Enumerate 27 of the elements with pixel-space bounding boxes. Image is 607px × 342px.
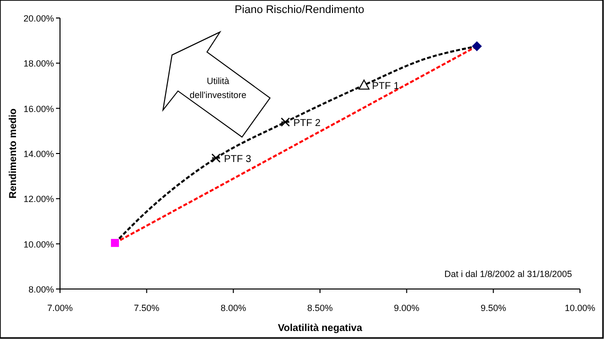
point [280, 118, 290, 127]
x-tick-label: 7.50% [134, 303, 160, 313]
y-tick-label: 16.00% [23, 104, 54, 114]
y-tick-label: 10.00% [23, 239, 54, 250]
point [358, 80, 370, 90]
x-tick-label: 8.50% [307, 303, 333, 313]
x-tick-label: 7.00% [47, 303, 73, 313]
series-label: PTF 2 [293, 118, 321, 130]
series-label: PTF 1 [372, 81, 400, 92]
y-tick-label: 8.00% [28, 284, 54, 294]
y-tick-label: 18.00% [23, 58, 54, 69]
annotation: Dat i dal 1/8/2002 al 31/18/2005 [444, 269, 572, 279]
point [110, 238, 119, 247]
point [472, 41, 482, 52]
x-tick-label: 9.00% [394, 303, 420, 313]
y-tick-label: 20.00% [23, 14, 54, 24]
x-axis-title: Volatilità negativa [278, 323, 363, 334]
point [211, 153, 221, 163]
series-label: PTF 3 [224, 154, 252, 166]
x-tick-label: 8.00% [220, 303, 246, 313]
y-tick-label: 14.00% [23, 149, 54, 159]
y-tick-label: 12.00% [23, 194, 54, 204]
y-axis-title: Rendimento medio [8, 108, 19, 199]
x-tick-label: 10.00% [564, 303, 596, 313]
annotation: Utilità dell'investitore [190, 76, 246, 100]
chart-title: Piano Rischio/Rendimento [234, 4, 364, 16]
x-tick-label: 9.50% [480, 303, 506, 313]
